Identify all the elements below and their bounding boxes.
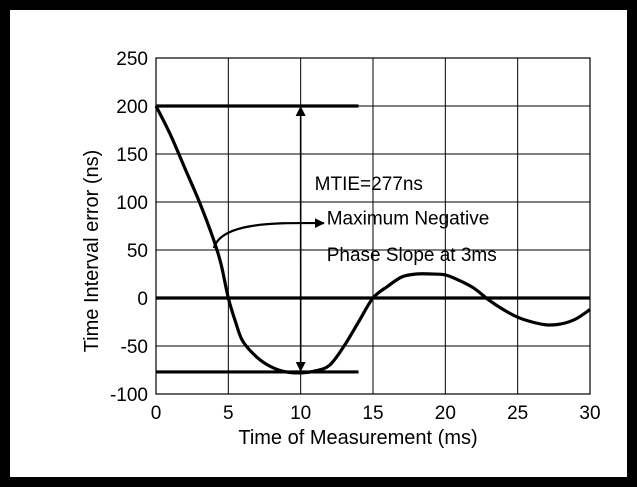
mtie-label: MTIE=277ns: [315, 174, 423, 195]
y-tick-label: 150: [116, 145, 148, 166]
y-tick-label: -100: [110, 385, 148, 406]
x-axis-title: Time of Measurement (ms): [238, 427, 477, 449]
plot-area: [155, 57, 591, 395]
slope-callout-arrow: [212, 218, 325, 249]
x-tick-label: 10: [290, 403, 311, 424]
y-tick-label: 0: [137, 289, 148, 310]
x-tick-label: 20: [435, 403, 456, 424]
y-tick-label: 100: [116, 193, 148, 214]
slope-label-line2: Phase Slope at 3ms: [327, 245, 497, 266]
y-tick-labels: 250 200 150 100 50 0 -50 -100: [110, 49, 148, 406]
y-tick-label: 200: [116, 97, 148, 118]
y-tick-label: 50: [127, 241, 148, 262]
x-tick-label: 15: [362, 403, 383, 424]
x-tick-label: 5: [223, 403, 234, 424]
series-line: [154, 105, 591, 375]
y-tick-label: 250: [116, 49, 148, 70]
y-axis-title: Time Interval error (ns): [81, 150, 103, 353]
x-tick-label: 30: [579, 403, 600, 424]
x-tick-labels: 0 5 10 15 20 25 30: [151, 403, 601, 424]
y-tick-label: -50: [121, 337, 148, 358]
x-tick-label: 25: [507, 403, 528, 424]
slope-label-line1: Maximum Negative: [327, 208, 490, 229]
x-tick-label: 0: [151, 403, 162, 424]
